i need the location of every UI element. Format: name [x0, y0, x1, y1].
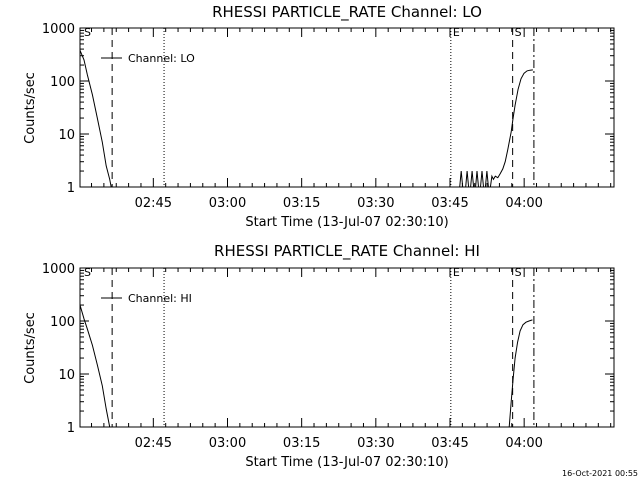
x-tick-label: 03:00 [209, 196, 246, 211]
chart-title: RHESSI PARTICLE_RATE Channel: HI [214, 242, 480, 261]
plot-area: 1 10 100 1000 02:45 03:00 03:15 03:30 03:45 04:00… [42, 262, 615, 451]
marker-label: S [515, 266, 522, 279]
marker-label: E [453, 26, 460, 39]
chart-panel-lo: RHESSI PARTICLE_RATE Channel: LO Counts/… [23, 3, 615, 230]
chart-title: RHESSI PARTICLE_RATE Channel: LO [212, 3, 482, 22]
y-tick-label: 1000 [42, 262, 75, 277]
timestamp: 16-Oct-2021 00:55 [562, 469, 638, 478]
x-axis-label: Start Time (13-Jul-07 02:30:10) [245, 215, 448, 230]
x-tick-label: 03:30 [357, 436, 394, 451]
marker-label: S [515, 26, 522, 39]
x-tick-label: 04:00 [505, 436, 542, 451]
x-tick-label: 03:15 [283, 196, 320, 211]
series-line [79, 50, 112, 188]
plot-area: 1 10 100 1000 02:45 03:00 03:15 03:30 03:45 04:00… [42, 22, 615, 211]
y-tick-label: 100 [50, 75, 75, 90]
x-tick-label: 03:45 [431, 196, 468, 211]
x-tick-label: 03:30 [357, 196, 394, 211]
x-tick-label: 02:45 [135, 196, 172, 211]
y-tick-label: 10 [58, 368, 75, 383]
series-line [79, 304, 111, 428]
y-axis-label: Counts/sec [23, 72, 38, 144]
marker-label: S [84, 266, 91, 279]
legend-label: Channel: LO [128, 52, 195, 65]
x-tick-label: 03:45 [431, 436, 468, 451]
x-tick-label: 04:00 [505, 196, 542, 211]
y-tick-label: 10 [58, 128, 75, 143]
x-tick-label: 03:15 [283, 436, 320, 451]
marker-label: E [453, 266, 460, 279]
x-tick-label: 03:00 [209, 436, 246, 451]
plot-frame [79, 27, 615, 188]
chart-panel-hi: RHESSI PARTICLE_RATE Channel: HI Counts/… [23, 242, 615, 470]
series-line [508, 319, 533, 428]
series-line [459, 69, 533, 188]
legend-label: Channel: HI [128, 292, 192, 305]
y-tick-label: 1000 [42, 22, 75, 37]
y-tick-label: 1 [67, 421, 75, 436]
x-axis-label: Start Time (13-Jul-07 02:30:10) [245, 455, 448, 470]
y-axis-label: Counts/sec [23, 312, 38, 384]
y-tick-label: 1 [67, 181, 75, 196]
plot-frame [79, 267, 615, 428]
y-tick-label: 100 [50, 315, 75, 330]
x-tick-label: 02:45 [135, 436, 172, 451]
marker-label: S [84, 26, 91, 39]
